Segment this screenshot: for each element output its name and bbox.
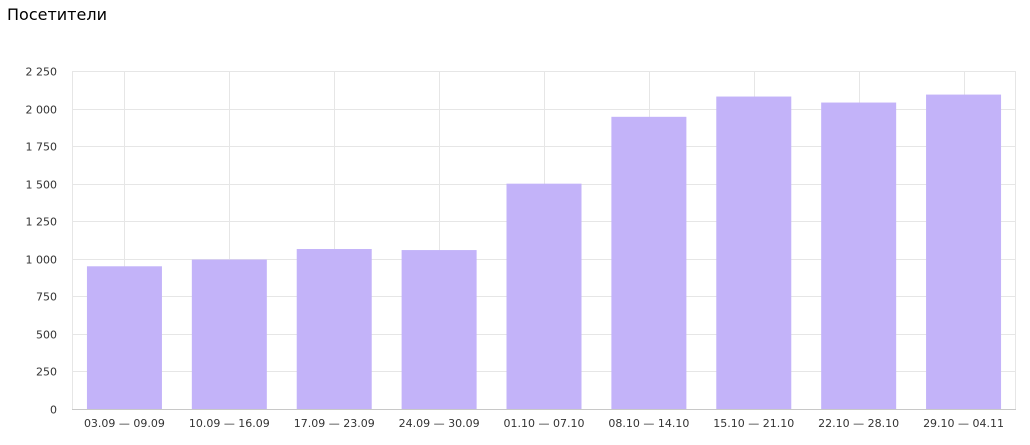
bar	[821, 102, 897, 410]
y-tick-label: 1 000	[26, 254, 58, 267]
bar	[191, 259, 267, 409]
bars-layer	[86, 94, 1002, 410]
y-tick-label: 500	[36, 329, 57, 342]
x-tick-label: 29.10 — 04.11	[923, 417, 1004, 430]
x-tick-label: 03.09 — 09.09	[84, 417, 165, 430]
bar	[611, 116, 687, 409]
y-tick-label: 2 250	[26, 66, 58, 79]
x-axis-ticks: 03.09 — 09.09 10.09 — 16.09 17.09 — 23.09 2…	[84, 417, 1004, 430]
bar	[296, 249, 372, 409]
y-tick-label: 2 000	[26, 104, 58, 117]
y-tick-label: 1 500	[26, 179, 58, 192]
bar	[86, 266, 162, 409]
bar	[401, 250, 477, 409]
bar	[506, 183, 582, 409]
x-tick-label: 10.09 — 16.09	[189, 417, 270, 430]
bar	[926, 94, 1002, 409]
y-tick-label: 1 750	[26, 141, 58, 154]
y-tick-label: 250	[36, 366, 57, 379]
x-tick-label: 08.10 — 14.10	[608, 417, 689, 430]
y-tick-label: 1 250	[26, 216, 58, 229]
x-tick-label: 15.10 — 21.10	[713, 417, 794, 430]
x-tick-label: 17.09 — 23.09	[294, 417, 375, 430]
x-tick-label: 01.10 — 07.10	[504, 417, 585, 430]
chart-title: Посетители	[7, 5, 107, 24]
x-tick-label: 22.10 — 28.10	[818, 417, 899, 430]
y-tick-label: 750	[36, 291, 57, 304]
y-tick-label: 0	[50, 404, 57, 417]
bar	[716, 96, 792, 409]
x-tick-label: 24.09 — 30.09	[399, 417, 480, 430]
y-axis-ticks: 0 250 500 750 1 000 1 250 1 500 1 750 2 000 2 250	[26, 66, 58, 417]
